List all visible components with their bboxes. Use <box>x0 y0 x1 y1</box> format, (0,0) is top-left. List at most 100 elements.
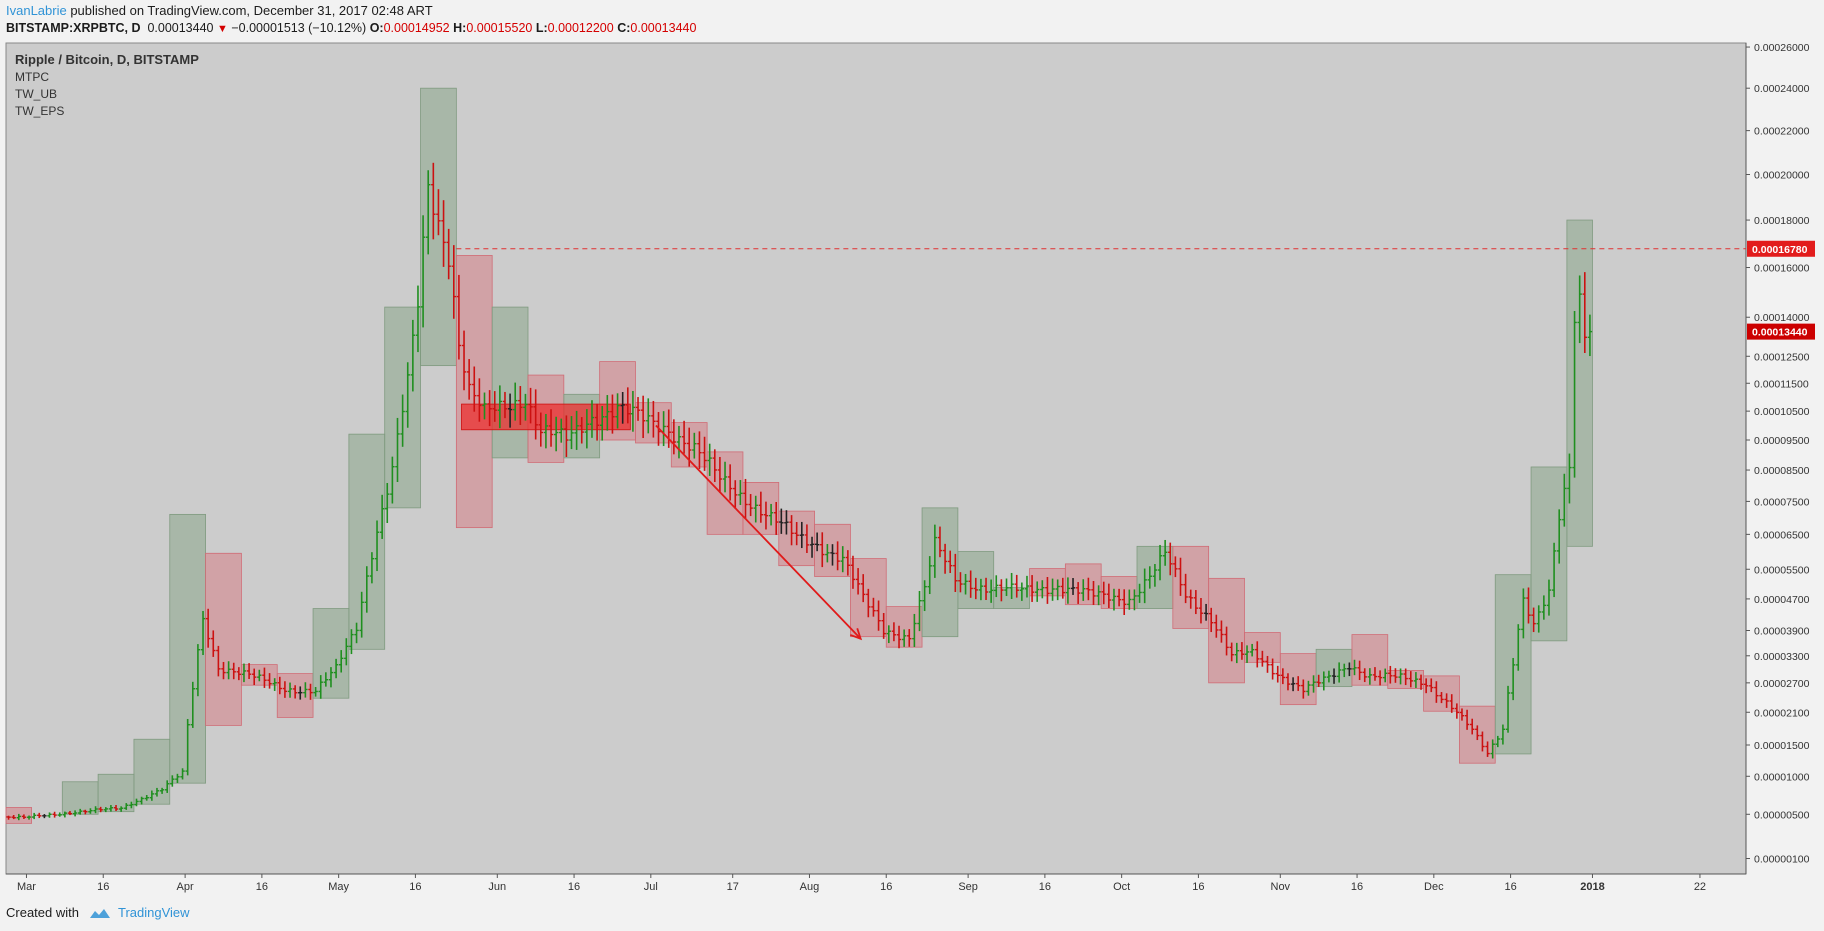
ohlc-bar[interactable] <box>1470 718 1475 735</box>
ohlc-bar[interactable] <box>1296 676 1301 691</box>
ohlc-bar[interactable] <box>640 395 646 439</box>
ohlc-bar[interactable] <box>1582 272 1587 353</box>
ohlc-bar[interactable] <box>37 812 42 819</box>
ohlc-bar[interactable] <box>446 228 451 280</box>
ohlc-bar[interactable] <box>922 580 927 612</box>
ohlc-bar[interactable] <box>1122 589 1127 616</box>
ohlc-bar[interactable] <box>1260 650 1265 667</box>
ohlc-bar[interactable] <box>881 612 886 639</box>
ohlc-bar[interactable] <box>635 397 641 421</box>
ohlc-bar[interactable] <box>1342 663 1347 678</box>
ohlc-bar[interactable] <box>139 796 144 805</box>
ohlc-bar[interactable] <box>1270 658 1275 680</box>
ohlc-bar[interactable] <box>1255 641 1260 668</box>
ohlc-bar[interactable] <box>1367 668 1373 685</box>
ohlc-bar[interactable] <box>579 417 584 444</box>
ohlc-bar[interactable] <box>1541 595 1547 620</box>
ohlc-bar[interactable] <box>1168 542 1173 576</box>
ohlc-bar[interactable] <box>1352 659 1357 676</box>
ohlc-bar[interactable] <box>420 215 426 328</box>
ohlc-bar[interactable] <box>88 808 93 814</box>
ohlc-bar[interactable] <box>973 577 978 600</box>
ohlc-bar[interactable] <box>876 600 881 631</box>
ohlc-bar[interactable] <box>1055 579 1060 601</box>
ohlc-bar[interactable] <box>1019 582 1025 601</box>
ohlc-bar[interactable] <box>774 502 779 535</box>
ohlc-bar[interactable] <box>451 245 456 319</box>
ohlc-bar[interactable] <box>1157 544 1163 581</box>
ohlc-bar[interactable] <box>1393 668 1398 683</box>
ohlc-bar[interactable] <box>1490 739 1495 759</box>
ohlc-bar[interactable] <box>1014 574 1019 598</box>
ohlc-bar[interactable] <box>953 553 958 593</box>
ohlc-bar[interactable] <box>1316 674 1321 688</box>
ohlc-bar[interactable] <box>441 200 446 267</box>
ohlc-bar[interactable] <box>528 387 533 424</box>
ohlc-bar[interactable] <box>1004 578 1009 597</box>
ohlc-bar[interactable] <box>840 546 845 573</box>
ohlc-bar[interactable] <box>937 526 943 558</box>
ohlc-bar[interactable] <box>1572 311 1577 478</box>
ohlc-bar[interactable] <box>1388 665 1393 684</box>
ohlc-bar[interactable] <box>339 650 344 673</box>
ohlc-bar[interactable] <box>1459 708 1465 721</box>
ohlc-bar[interactable] <box>574 410 579 450</box>
ohlc-bar[interactable] <box>410 319 416 392</box>
ohlc-bar[interactable] <box>901 629 907 647</box>
ohlc-bar[interactable] <box>308 683 313 700</box>
ohlc-bar[interactable] <box>589 400 595 438</box>
ohlc-bar[interactable] <box>170 775 175 787</box>
ohlc-bar[interactable] <box>1516 624 1521 671</box>
ohlc-bar[interactable] <box>108 805 114 812</box>
ohlc-bar[interactable] <box>605 395 610 431</box>
ohlc-bar[interactable] <box>1209 607 1214 633</box>
ohlc-bar[interactable] <box>57 812 62 817</box>
tradingview-link[interactable]: TradingView <box>118 905 190 920</box>
ohlc-bar[interactable] <box>1091 580 1096 605</box>
ohlc-bar[interactable] <box>1070 578 1076 595</box>
ohlc-bar[interactable] <box>1265 655 1270 673</box>
legend-indicator-mtpc[interactable]: MTPC <box>15 70 49 84</box>
ohlc-bar[interactable] <box>318 675 323 699</box>
ohlc-bar[interactable] <box>16 813 21 821</box>
ohlc-bar[interactable] <box>477 378 482 422</box>
ohlc-bar[interactable] <box>707 443 712 476</box>
ohlc-bar[interactable] <box>93 806 98 814</box>
ohlc-bar[interactable] <box>205 608 211 648</box>
ohlc-bar[interactable] <box>1065 577 1071 604</box>
ohlc-bar[interactable] <box>1546 579 1552 616</box>
ohlc-bar[interactable] <box>211 630 216 657</box>
ohlc-bar[interactable] <box>559 418 564 443</box>
ohlc-bar[interactable] <box>1587 314 1593 357</box>
ohlc-bar[interactable] <box>333 658 339 679</box>
ohlc-bar[interactable] <box>1500 724 1506 745</box>
ohlc-bar[interactable] <box>113 805 119 812</box>
ohlc-bar[interactable] <box>1347 662 1352 677</box>
ohlc-bar[interactable] <box>6 815 11 820</box>
ohlc-bar[interactable] <box>1111 588 1117 611</box>
axis-price-label[interactable]: 0.00016780 <box>1747 240 1815 257</box>
axis-price-label[interactable]: 0.00013440 <box>1747 323 1815 340</box>
ohlc-bar[interactable] <box>144 795 149 801</box>
ohlc-bar[interactable] <box>784 510 789 535</box>
ohlc-bar[interactable] <box>891 622 897 642</box>
ohlc-bar[interactable] <box>303 682 308 698</box>
ohlc-bar[interactable] <box>963 573 968 595</box>
ohlc-bar[interactable] <box>426 170 431 255</box>
ohlc-bar[interactable] <box>748 494 753 517</box>
ohlc-bar[interactable] <box>344 638 349 666</box>
ohlc-bar[interactable] <box>513 382 518 421</box>
ohlc-bar[interactable] <box>226 661 231 680</box>
ohlc-bar[interactable] <box>1423 678 1429 694</box>
ohlc-bar[interactable] <box>1147 566 1152 589</box>
ohlc-bar[interactable] <box>804 524 810 554</box>
ohlc-bar[interactable] <box>431 162 436 240</box>
ohlc-bar[interactable] <box>1403 668 1408 686</box>
ohlc-bar[interactable] <box>298 686 303 700</box>
ohlc-bar[interactable] <box>799 521 804 549</box>
ohlc-bar[interactable] <box>374 520 380 572</box>
ohlc-bar[interactable] <box>1290 677 1296 692</box>
ohlc-bar[interactable] <box>584 409 590 449</box>
ohlc-bar[interactable] <box>809 536 815 558</box>
ohlc-bar[interactable] <box>743 478 748 519</box>
